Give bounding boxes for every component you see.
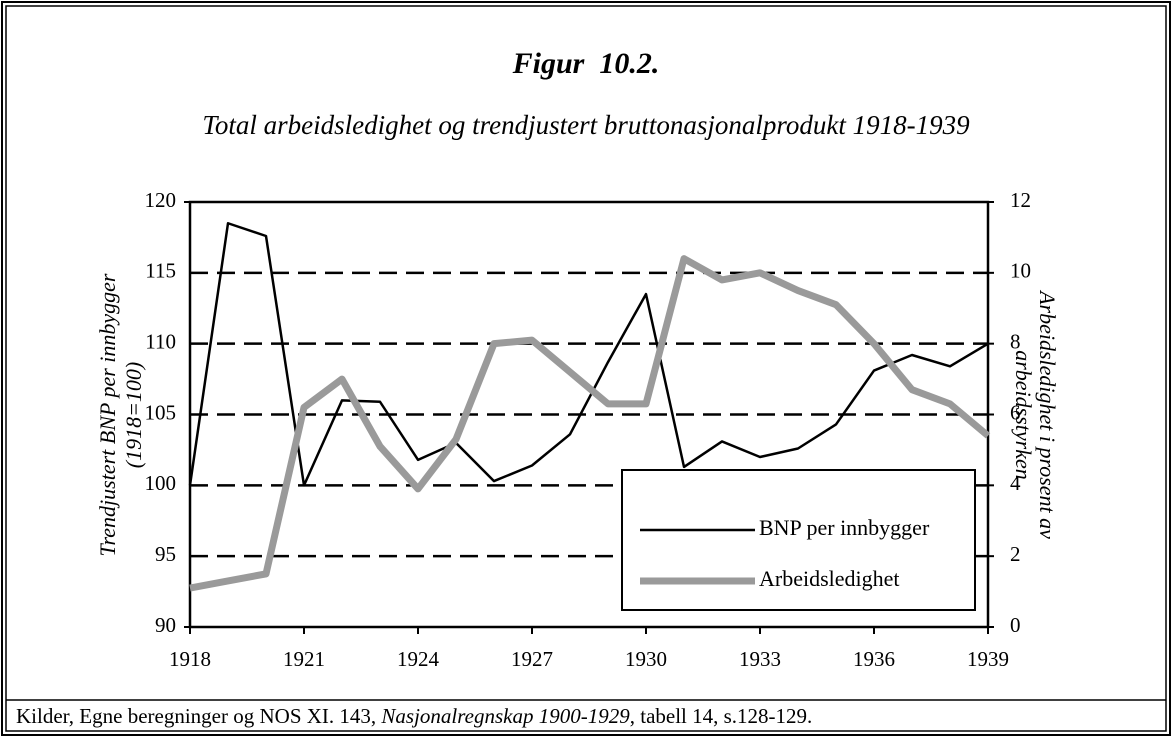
inner-frame — [5, 5, 1167, 732]
plot-frame — [188, 200, 990, 629]
source: Kilder, Egne beregninger og NOS XI. 143,… — [16, 704, 812, 728]
chart-subtitle: Total arbeidsledighet og trendjustert br… — [202, 110, 970, 140]
y-axis-label-line: Trendjustert BNP per innbygger — [95, 273, 120, 556]
x-tick-label: 1933 — [739, 647, 781, 671]
y-tick-label: 100 — [145, 471, 177, 495]
source-text: Kilder, Egne beregninger og NOS XI. 143, — [16, 704, 381, 728]
series-line — [189, 255, 991, 592]
x-tick-label: 1921 — [283, 647, 325, 671]
series-line — [188, 222, 989, 487]
y-tick-label: 105 — [145, 400, 177, 424]
y2-axis-label-line: Arbeidsledighet i prosent av — [1035, 289, 1060, 539]
y2-tick-label: 4 — [1010, 471, 1021, 495]
source-text: , tabell 14, s.128-129. — [630, 704, 813, 728]
y2-axis-label: Arbeidsledighet i prosent avarbeidsstyrk… — [1011, 289, 1060, 539]
x-tick-label: 1924 — [397, 647, 440, 671]
y2-tick-label: 8 — [1010, 329, 1021, 353]
x-tick-label: 1918 — [169, 647, 211, 671]
legend-label: Arbeidsledighet — [759, 566, 900, 591]
y-tick-label: 115 — [145, 259, 176, 283]
x-tick-label: 1927 — [511, 647, 553, 671]
legend-label: BNP per innbygger — [759, 515, 930, 540]
y-tick-label: 110 — [145, 329, 176, 353]
y-axis-label: Trendjustert BNP per innbygger(1918=100) — [95, 273, 146, 556]
x-tick-label: 1930 — [625, 647, 667, 671]
source-title: Nasjonalregnskap 1900-1929 — [380, 704, 630, 728]
y-tick-label: 95 — [155, 542, 176, 566]
chart-title: Figur 10.2. — [512, 47, 660, 80]
y-tick-label: 120 — [145, 188, 177, 212]
y2-tick-label: 2 — [1010, 542, 1021, 566]
x-tick-label: 1936 — [853, 647, 895, 671]
x-tick-label: 1939 — [967, 647, 1009, 671]
y-tick-label: 90 — [155, 613, 176, 637]
y2-axis-label-line: arbeidsstyrken — [1011, 350, 1036, 480]
legend-box — [621, 469, 976, 611]
y2-tick-label: 0 — [1010, 613, 1021, 637]
y2-tick-label: 10 — [1010, 259, 1031, 283]
y-axis-label-line: (1918=100) — [121, 362, 146, 469]
y2-tick-label: 6 — [1010, 400, 1021, 424]
y2-tick-label: 12 — [1010, 188, 1031, 212]
